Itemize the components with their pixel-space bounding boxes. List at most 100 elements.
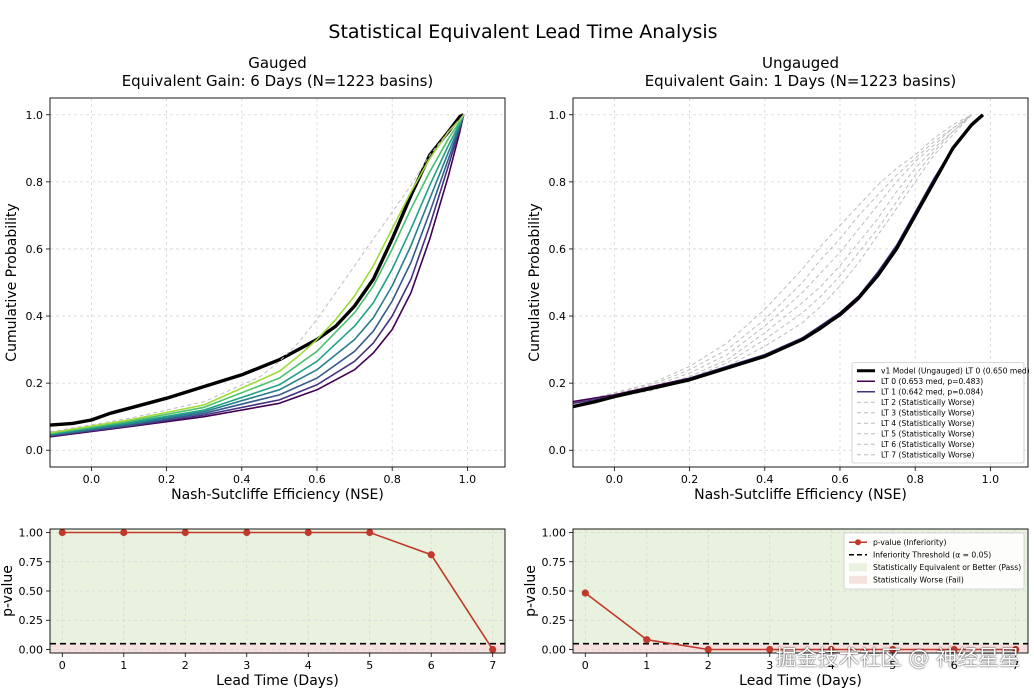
pvalue-point [950,645,958,654]
plot-area [573,592,1028,651]
pvalue-point [704,645,712,654]
pvalue-line [62,531,494,650]
pvalue-point [827,645,835,654]
pvalue-point [427,551,435,559]
panel-subtitle: Equivalent Gain: 6 Days (N=1223 basins) [122,72,434,90]
x-tick-label: 0.0 [606,473,624,486]
series-line-worse-0 [573,114,972,404]
x-tick-label: 2 [705,659,712,672]
legend: p-value (Inferiority) Inferiority Thresho… [843,532,1025,590]
legend-label: LT 7 (Statistically Worse) [881,451,974,460]
y-tick-label: 0.4 [549,310,567,323]
series-line-lt-2 [50,114,465,437]
legend: v1 Model (Ungauged) LT 0 (0.650 med)LT 0… [851,362,1030,464]
pvalue-point [243,528,251,537]
y-tick-label: 1.0 [549,109,567,122]
x-tick-label: 0.8 [383,473,401,486]
y-tick-label: 0.00 [19,643,44,656]
legend-box [843,532,1025,590]
panel-title: Gauged [248,54,307,72]
x-tick-label: 0.4 [756,473,774,486]
panel-cdf-gauged: 0.0 0.2 0.4 0.6 0.8 1.0 0.0 0.2 0.4 0.6 0.8 1.0 Nash… [4,54,506,503]
y-tick-label: 0.4 [26,310,44,323]
legend-label: LT 0 (0.653 med, p=0.483) [881,377,983,386]
series-line-baseline-0 [50,113,465,427]
legend-label: Statistically Worse (Fail) [873,576,964,585]
y-axis-label: Cumulative Probability [527,203,543,361]
y-tick-label: 0.8 [549,176,567,189]
y-tick-label: 0.2 [549,377,567,390]
x-tick-label: 6 [428,659,435,672]
x-tick-label: 1 [120,659,127,672]
pass-region [50,529,505,644]
y-tick-label: 0.6 [26,243,44,256]
series-line-worse-8 [50,114,464,433]
x-tick-label: 3 [243,659,250,672]
pvalue-point [766,645,774,654]
pvalue-point [58,528,66,537]
legend-label: Inferiority Threshold (α = 0.05) [873,551,991,560]
x-tick-label: 0.2 [158,473,176,486]
y-tick-label: 1.00 [19,527,44,540]
series-line-lt-5 [50,114,465,435]
legend-label: LT 3 (Statistically Worse) [881,409,974,418]
x-tick-label: 0.4 [233,473,251,486]
pvalue-point [120,528,128,537]
y-tick-label: 0.75 [19,556,44,569]
series-line-worse-1 [573,114,972,404]
y-tick-label: 1.00 [542,527,567,540]
x-tick-label: 0 [59,659,66,672]
series-line-lt-7 [50,114,465,434]
series-line-worse-2 [573,114,972,404]
pvalue-point [581,589,589,597]
y-tick-label: 0.0 [549,444,567,457]
x-tick-label: 0.6 [831,473,849,486]
x-tick-label: 0 [582,659,589,672]
x-tick-label: 4 [305,659,312,672]
axes-frame [49,97,506,468]
pvalue-point [489,645,497,654]
y-tick-label: 0.6 [549,243,567,256]
pvalue-point [181,528,189,537]
y-axis-label: p-value [0,565,16,617]
series-line-lt-6 [573,114,984,403]
panel-pvalue-ungauged: 0 1 2 3 4 5 6 7 0.00 0.25 0.50 0.75 1.00 Lead Time (D… [523,527,1029,689]
x-tick-label: 5 [366,659,373,672]
x-tick-label: 6 [951,659,958,672]
x-axis-label: Lead Time (Days) [216,673,339,689]
pvalue-line [584,592,1016,651]
y-tick-label: 0.0 [26,444,44,457]
pvalue-point [366,528,374,537]
y-axis-label: Cumulative Probability [4,203,20,361]
series-line-lt-6 [50,114,465,435]
series-line-worse-3 [573,114,972,404]
x-tick-label: 0.8 [906,473,924,486]
x-tick-label: 4 [828,659,835,672]
y-tick-label: 0.00 [542,643,567,656]
y-tick-label: 0.75 [542,556,567,569]
fail-region [50,643,505,653]
x-tick-label: 1 [643,659,650,672]
y-tick-label: 0.50 [542,585,567,598]
axes-frame [49,528,506,654]
plot-area [50,531,505,650]
series-line-lt-3 [50,114,465,437]
legend-label: LT 2 (Statistically Worse) [881,398,974,407]
series-line-baseline-8 [573,113,985,409]
y-axis-label: p-value [523,565,539,617]
x-tick-label: 1.0 [459,473,477,486]
x-tick-label: 7 [489,659,496,672]
legend-label: LT 4 (Statistically Worse) [881,419,974,428]
x-tick-label: 3 [766,659,773,672]
y-tick-label: 0.25 [19,614,44,627]
y-tick-label: 0.25 [542,614,567,627]
legend-label: LT 1 (0.642 med, p=0.084) [881,388,983,397]
y-tick-label: 1.0 [26,109,44,122]
series-line-lt-7 [573,114,984,405]
legend-box [851,362,1025,464]
x-tick-label: 2 [182,659,189,672]
plot-area [573,113,985,409]
watermark: 掘金技术社区 @ 神经星星 [775,646,1020,670]
legend-swatch [849,563,867,572]
